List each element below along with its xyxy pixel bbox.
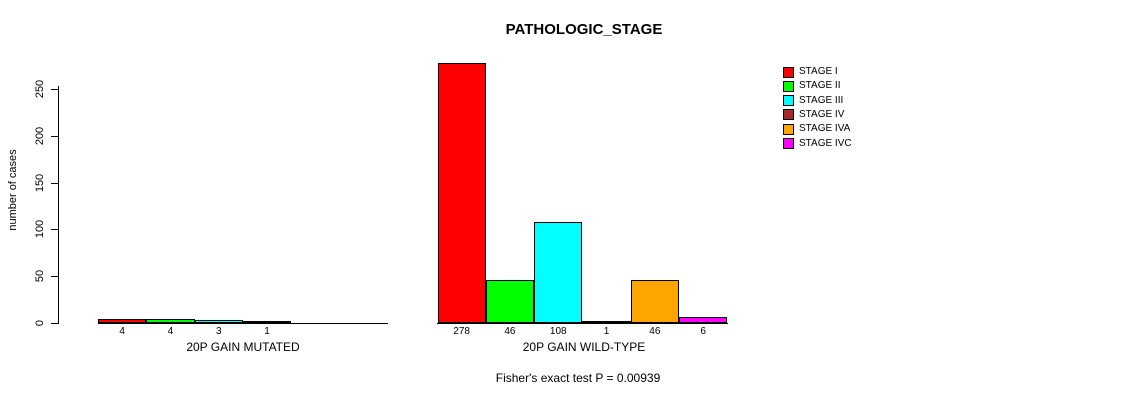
legend-label: STAGE III	[799, 94, 844, 106]
legend-label: STAGE IVA	[799, 123, 851, 135]
y-axis-tick	[51, 135, 58, 137]
legend-item: STAGE IVA	[783, 123, 850, 135]
bar	[242, 321, 292, 324]
legend-item: STAGE I	[783, 66, 838, 78]
bar-value-label: 46	[649, 326, 661, 337]
bar-value-label: 46	[504, 326, 516, 337]
bar	[437, 62, 486, 323]
legend-swatch	[783, 66, 794, 78]
legend-item: STAGE III	[783, 95, 843, 107]
bar	[98, 319, 147, 323]
bar-value-label: 4	[119, 326, 125, 337]
group-axis-label-wild-type: 20P GAIN WILD-TYPE	[522, 340, 646, 354]
bar	[194, 320, 243, 323]
y-axis-tick	[51, 276, 58, 278]
bar	[146, 319, 195, 323]
y-axis-tick-label: 150	[34, 173, 46, 192]
legend-swatch	[783, 80, 794, 92]
x-axis-line	[437, 322, 728, 324]
x-axis-line	[97, 322, 389, 324]
y-axis-tick-label: 100	[34, 220, 46, 239]
bar	[582, 321, 631, 324]
bar-value-label: 1	[264, 326, 270, 337]
y-axis-tick	[51, 323, 58, 324]
bar	[534, 221, 583, 323]
legend-label: STAGE IVC	[799, 137, 852, 149]
legend-item: STAGE IV	[783, 109, 844, 121]
bar-value-label: 3	[215, 326, 222, 337]
legend-label: STAGE I	[799, 66, 838, 77]
legend-label: STAGE II	[799, 80, 841, 92]
y-axis-tick-label: 200	[34, 126, 46, 145]
chart-title: PATHOLOGIC_STAGE	[505, 21, 663, 38]
legend-swatch	[783, 138, 794, 150]
legend-swatch	[783, 109, 794, 121]
legend-swatch	[783, 95, 794, 107]
y-axis-label: number of cases	[7, 149, 19, 231]
y-axis-tick	[51, 182, 58, 184]
bar-value-label: 6	[700, 326, 706, 337]
legend-swatch	[783, 123, 794, 135]
bar-value-label: 108	[549, 326, 567, 337]
legend-label: STAGE IV	[799, 108, 845, 120]
y-axis-tick-label: 250	[34, 79, 46, 99]
legend-item: STAGE IVC	[783, 138, 852, 150]
y-axis-tick-label: 50	[34, 270, 46, 283]
bar-value-label: 1	[603, 326, 610, 337]
stat-annotation: Fisher's exact test P = 0.00939	[495, 371, 661, 385]
bar	[485, 279, 535, 323]
bar	[630, 279, 679, 323]
bar	[679, 317, 728, 323]
bar-value-label: 278	[453, 326, 470, 337]
y-axis-line	[58, 86, 59, 324]
group-axis-label-mutated: 20P GAIN MUTATED	[186, 340, 300, 354]
y-axis-tick-label: 0	[34, 319, 46, 327]
y-axis-tick	[51, 229, 58, 231]
legend-item: STAGE II	[783, 80, 841, 92]
bar-value-label: 4	[167, 326, 174, 337]
y-axis-tick	[51, 89, 58, 90]
